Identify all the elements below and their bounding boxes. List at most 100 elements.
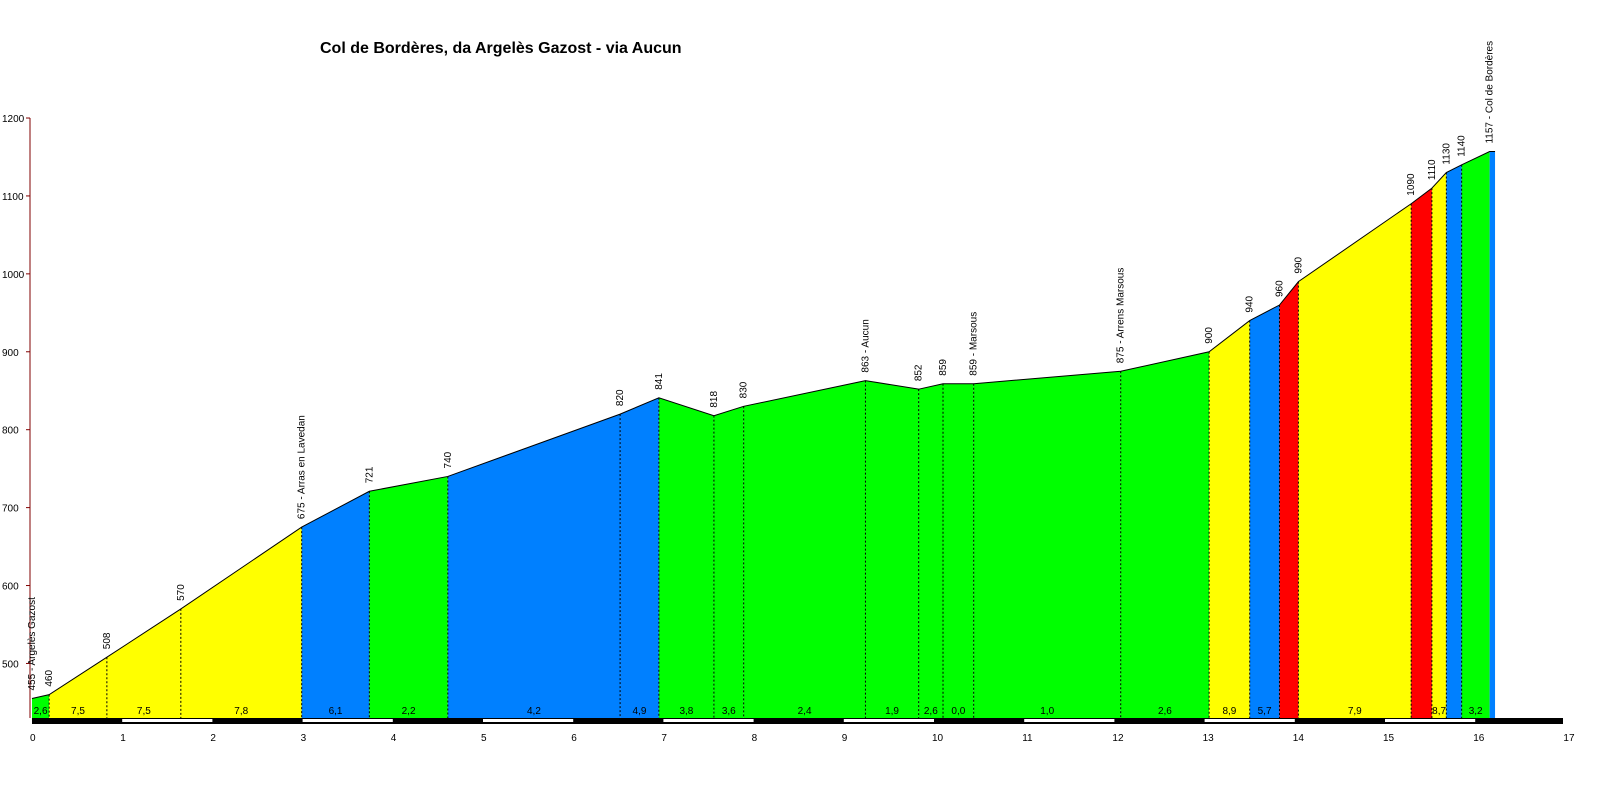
- altitude-label: 721: [364, 466, 375, 483]
- x-axis-bar-white: [1204, 719, 1295, 722]
- gradient-segment-5: [369, 476, 448, 718]
- gradient-segment-19: [1298, 203, 1412, 718]
- gradient-segment-14: [973, 371, 1121, 718]
- gradient-label: 1,0: [1040, 706, 1054, 717]
- x-tick-label: 6: [571, 733, 577, 744]
- x-tick-label: 5: [481, 733, 487, 744]
- gradient-label: 2,6: [924, 706, 938, 717]
- gradient-segment-2: [106, 608, 181, 718]
- altitude-label: 818: [709, 391, 720, 408]
- gradient-label: 5,7: [1258, 706, 1272, 717]
- gradient-segment-13: [943, 383, 974, 718]
- gradient-label: 3,6: [722, 706, 736, 717]
- y-tick-label: 900: [2, 348, 19, 359]
- x-tick-label: 2: [210, 733, 216, 744]
- altitude-label: 852: [914, 364, 925, 381]
- altitude-label: 508: [102, 632, 113, 649]
- gradient-segment-3: [180, 527, 302, 718]
- altitude-label: 875 - Arrens Marsous: [1116, 268, 1127, 364]
- altitude-label: 859: [938, 359, 949, 376]
- y-tick-label: 1000: [2, 270, 25, 281]
- gradient-segment-4: [301, 491, 370, 718]
- gradient-segment-18: [1279, 281, 1299, 718]
- altitude-label: 675 - Arras en Lavedan: [297, 415, 308, 519]
- gradient-label: 7,5: [137, 706, 151, 717]
- gradient-label: 7,5: [71, 706, 85, 717]
- gradient-segments: [32, 151, 1496, 719]
- gradient-label: 4,9: [633, 706, 647, 717]
- x-tick-label: 8: [752, 733, 758, 744]
- gradient-segment-12: [918, 383, 944, 718]
- altitude-label: 859 - Marsous: [969, 312, 980, 376]
- profile-line: [31, 151, 1496, 700]
- x-axis-bar-white: [122, 719, 213, 722]
- x-tick-label: 17: [1563, 733, 1575, 744]
- altitude-label: 1090: [1406, 173, 1417, 196]
- x-tick-label: 1: [120, 733, 126, 744]
- altitude-label: 830: [739, 381, 750, 398]
- x-tick-label: 14: [1293, 733, 1305, 744]
- gradient-labels: 2,6 7,5 7,5 7,8 6,1 2,2 4,2 4,9 3,8 3,6 2,4 1,9 2,6 0…: [34, 706, 1483, 717]
- x-tick-label: 12: [1112, 733, 1124, 744]
- gradient-label: 7,9: [1348, 706, 1362, 717]
- altitude-label: 863 - Aucun: [860, 319, 871, 372]
- x-axis-bar-white: [483, 719, 574, 722]
- gradient-segment-0: [32, 694, 50, 718]
- gradient-label: 2,2: [402, 706, 416, 717]
- x-axis: 0 1 2 3 4 5 6 7 8 9 10 11 12 13 14 15 16 17: [30, 718, 1575, 744]
- gradient-label: 8,9: [1222, 706, 1236, 717]
- x-tick-label: 13: [1203, 733, 1215, 744]
- gradient-label: 3,2: [1469, 706, 1483, 717]
- altitude-label: 1157 - Col de Bordères: [1485, 41, 1496, 144]
- gradient-segment-22: [1446, 164, 1462, 718]
- gradient-segment-9: [713, 406, 744, 718]
- x-tick-label: 9: [842, 733, 848, 744]
- gradient-label: 3,8: [679, 706, 693, 717]
- x-axis-bar-white: [302, 719, 393, 722]
- altitude-label: 455 - Argelès Gazost: [27, 597, 38, 691]
- gradient-segment-16: [1209, 320, 1250, 718]
- chart-title: Col de Bordères, da Argelès Gazost - via…: [320, 40, 682, 57]
- x-tick-label: 3: [301, 733, 307, 744]
- x-tick-label: 15: [1383, 733, 1395, 744]
- y-tick-label: 500: [2, 659, 19, 670]
- x-tick-label: 16: [1473, 733, 1485, 744]
- gradient-label: 2,6: [1158, 706, 1172, 717]
- gradient-segment-23: [1461, 151, 1490, 718]
- x-tick-label: 4: [391, 733, 397, 744]
- altitude-label: 940: [1245, 295, 1256, 312]
- gradient-label: 6,1: [329, 706, 343, 717]
- altitude-label: 740: [443, 451, 454, 468]
- altitude-label: 1140: [1457, 135, 1468, 157]
- y-tick-label: 800: [2, 426, 19, 437]
- gradient-segment-21: [1431, 172, 1447, 718]
- altitude-label: 820: [615, 389, 626, 406]
- y-tick-label: 600: [2, 582, 19, 593]
- gradient-label: 7,8: [234, 706, 248, 717]
- x-tick-label: 0: [30, 733, 36, 744]
- segment-dividers: [48, 164, 1463, 718]
- gradient-label: 2,4: [798, 706, 812, 717]
- gradient-label: 8,7: [1432, 706, 1446, 717]
- gradient-segment-17: [1249, 305, 1280, 718]
- gradient-segment-15: [1120, 351, 1210, 718]
- gradient-segment-24: [1489, 151, 1496, 718]
- gradient-segment-20: [1411, 188, 1432, 719]
- x-axis-bar-white: [1385, 719, 1476, 722]
- gradient-label: 0,0: [951, 706, 965, 717]
- altitude-label: 841: [654, 373, 665, 390]
- x-tick-label: 11: [1022, 733, 1033, 744]
- gradient-label: 4,2: [527, 706, 541, 717]
- gradient-segment-8: [658, 397, 714, 718]
- gradient-label: 2,6: [34, 706, 48, 717]
- x-axis-bar-white: [663, 719, 754, 722]
- altitude-label: 570: [176, 584, 187, 601]
- x-tick-label: 7: [661, 733, 667, 744]
- altitude-label: 900: [1204, 327, 1215, 344]
- altitude-label: 990: [1293, 257, 1304, 274]
- altitude-label: 1110: [1427, 159, 1438, 180]
- x-tick-label: 10: [932, 733, 944, 744]
- y-axis: 500 600 700 800 900 1000 1100 1200: [2, 114, 31, 718]
- gradient-segment-1: [49, 657, 107, 718]
